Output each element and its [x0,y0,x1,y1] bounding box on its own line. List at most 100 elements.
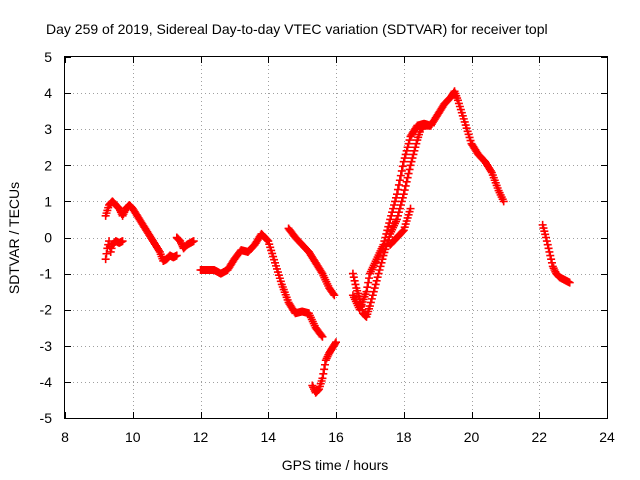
data-point [313,386,322,395]
data-point [361,312,370,321]
data-point [405,136,414,145]
data-point [371,280,380,289]
x-tick-label: 16 [328,429,344,445]
x-tick-label: 10 [125,429,141,445]
y-tick-label: -2 [40,302,53,318]
data-point [395,176,404,185]
data-point [381,233,390,242]
data-point [380,237,389,246]
data-point [396,171,405,180]
series-track-i [386,204,415,249]
data-point [154,246,163,255]
y-tick-label: 2 [44,157,52,173]
y-tick-label: -5 [40,410,53,426]
chart-title: Day 259 of 2019, Sidereal Day-to-day VTE… [46,21,548,37]
data-point [394,208,403,217]
axis-ticks [65,57,608,419]
data-point [391,197,400,206]
data-point [547,258,556,267]
series-track-a [101,197,181,265]
x-tick-label: 18 [396,429,412,445]
data-point [172,251,181,260]
data-point [102,249,111,258]
data-point [547,255,556,264]
data-point [377,258,386,267]
data-point [372,276,381,285]
data-point [375,265,384,274]
data-point [399,157,408,166]
data-point [401,181,410,190]
data-point [543,240,552,249]
data-point [318,332,327,341]
data-point [486,166,495,175]
data-point [370,284,379,293]
data-point [394,180,403,189]
data-point [309,383,318,392]
data-point [373,273,382,282]
data-point [308,381,317,390]
data-point [400,154,409,163]
x-tick-label: 14 [260,429,276,445]
data-point [362,287,371,296]
data-point [550,265,559,274]
data-point [398,162,407,171]
data-point [411,143,420,152]
x-tick-label: 12 [193,429,209,445]
data-point [101,255,110,264]
series-track-h [348,119,435,314]
data-point [263,236,272,245]
y-tick-label: -4 [40,374,53,390]
x-tick-label: 22 [531,429,547,445]
data-point [409,150,418,159]
data-point [383,226,392,235]
data-point [398,193,407,202]
data-point [398,227,407,236]
data-point [374,269,383,278]
data-point [392,190,401,199]
series-track-d [196,229,327,341]
data-point [318,374,327,383]
data-point [406,161,415,170]
data-point [407,157,416,166]
x-tick-label: 20 [464,429,480,445]
data-point [368,291,377,300]
data-point [176,237,185,246]
data-point [397,197,406,206]
data-point [118,237,127,246]
data-point [401,150,410,159]
data-point [392,215,401,224]
x-axis-label: GPS time / hours [282,457,389,473]
data-point [367,294,376,303]
data-point [410,146,419,155]
x-tick-label: 8 [61,429,69,445]
data-point [548,262,557,271]
y-tick-label: 1 [44,193,52,209]
y-tick-label: -1 [40,266,53,282]
series-track-f [308,338,340,397]
data-point [120,208,129,217]
data-point [317,331,326,340]
data-point [392,193,401,202]
data-point [365,274,374,283]
y-tick-label: 0 [44,230,52,246]
data-point [403,143,412,152]
data-point [384,222,393,231]
y-tick-label: 3 [44,121,52,137]
data-point [403,173,412,182]
data-point [376,262,385,271]
data-point [107,244,116,253]
data-point [387,211,396,220]
data-point [395,204,404,213]
data-point [363,283,372,292]
data-point [319,369,328,378]
series-track-e [284,224,339,300]
data-point [329,289,338,298]
data-point [393,185,402,194]
plot-frame [64,56,608,419]
data-point [321,356,330,365]
data-point [119,210,128,219]
data-point [350,276,359,285]
data-point [323,352,332,361]
data-point [402,177,411,186]
data-point [393,211,402,220]
